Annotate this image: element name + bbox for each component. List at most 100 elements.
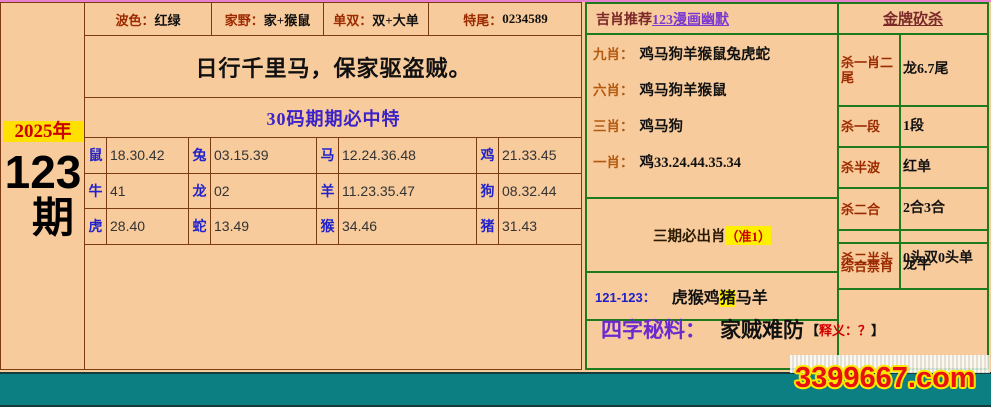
zodiac-name: 狗 — [477, 173, 499, 208]
right-recommendation-panel: 吉肖推荐 123漫画幽默 金牌砍杀 九肖： 鸡马狗羊猴鼠兔虎蛇 六肖： 鸡马狗羊… — [585, 2, 989, 370]
zodiac-cell-hou: 猴 34.46 — [317, 209, 477, 244]
kill-value: 红单 — [903, 159, 931, 175]
header-gold-cell: 金牌砍杀 — [839, 4, 987, 33]
table-row: 杀一肖二尾 龙6.7尾 — [839, 35, 987, 107]
list-item: 一肖： 鸡33.24.44.35.34 — [593, 151, 837, 172]
right-panel-header: 吉肖推荐 123漫画幽默 金牌砍杀 — [587, 4, 987, 35]
zodiac-cell-hu: 虎 28.40 — [85, 209, 189, 244]
zodiac-name: 猪 — [477, 209, 499, 244]
zodiac-name: 猴 — [317, 209, 339, 244]
table-row: 杀二合 2合3合 — [839, 189, 987, 231]
gold-kill-column: 杀一肖二尾 龙6.7尾 杀一段 1段 杀半波 红单 杀二合 2合3合 杀二半头 … — [839, 35, 987, 290]
kill-label: 杀一肖二尾 — [839, 35, 901, 105]
zodiac-numbers: 02 — [214, 182, 230, 199]
zodiac-cell-niu: 牛 41 — [85, 173, 189, 208]
zodiac-numbers: 13.49 — [214, 218, 250, 235]
zodiac-name: 鼠 — [85, 138, 107, 173]
info-label: 家野： — [224, 12, 264, 28]
range-value-highlight: 猪 — [719, 290, 736, 307]
info-label: 单双： — [333, 12, 373, 28]
info-row: 波色： 红绿 家野： 家+猴鼠 单双： 双+大单 特尾： 0234589 — [85, 3, 582, 36]
zodiac-numbers: 21.33.45 — [502, 147, 557, 164]
kill-value: 2合3合 — [903, 201, 945, 216]
kill-value: 0头双0头单 — [903, 250, 973, 266]
zodiac-cell-gou: 狗 08.32.44 — [477, 173, 581, 208]
combined-forbidden-row: 综合禁肖 龙牛 — [839, 242, 987, 290]
zodiac-cell-yang: 羊 11.23.35.47 — [317, 173, 477, 208]
zodiac-name: 虎 — [85, 209, 107, 244]
zodiac-name: 羊 — [317, 173, 339, 208]
year-badge: 2025年 — [3, 121, 83, 142]
note-bracket-open: 【 — [806, 322, 820, 338]
xiao-value: 鸡马狗羊猴鼠 — [639, 83, 727, 99]
xiao-label: 九肖： — [593, 47, 634, 62]
period-number: 123 — [4, 146, 82, 198]
sub-slogan: 30码期期必中特 — [85, 98, 582, 138]
info-cell-danshuang: 单双： 双+大单 — [324, 3, 429, 35]
must-appear-accuracy-badge: （准1） — [725, 225, 771, 245]
combined-forbidden-value: 龙牛 — [903, 258, 931, 273]
header-title: 吉肖推荐 — [596, 12, 652, 28]
kill-label: 杀一段 — [839, 107, 901, 146]
list-item: 三肖： 鸡马狗 — [593, 115, 837, 136]
header-comic-link[interactable]: 123漫画幽默 — [652, 12, 729, 28]
four-secret-value: 家贼难防 — [720, 318, 804, 342]
must-appear-label: 三期必出肖 — [652, 228, 726, 245]
zodiac-numbers: 28.40 — [110, 218, 146, 235]
list-item: 六肖： 鸡马狗羊猴鼠 — [593, 79, 837, 100]
zodiac-name: 龙 — [189, 173, 211, 208]
four-character-secret-block: 四字秘料： 家贼难防 【释义：？】 — [587, 290, 987, 368]
watermark-backdrop — [790, 355, 990, 373]
site-watermark: 3399667.com — [795, 362, 976, 394]
zodiac-numbers: 41 — [110, 182, 126, 199]
zodiac-numbers: 08.32.44 — [502, 182, 557, 199]
zodiac-numbers: 12.24.36.48 — [342, 147, 416, 164]
info-value: 0234589 — [502, 11, 548, 26]
xiao-recommendation-block: 九肖： 鸡马狗羊猴鼠兔虎蛇 六肖： 鸡马狗羊猴鼠 三肖： 鸡马狗 一肖： 鸡33… — [587, 35, 837, 199]
zodiac-numbers: 34.46 — [342, 218, 378, 235]
xiao-value: 鸡马狗羊猴鼠兔虎蛇 — [639, 47, 771, 63]
zodiac-name: 鸡 — [477, 138, 499, 173]
bottom-teal-bar — [0, 372, 991, 407]
zodiac-cell-tu: 兔 03.15.39 — [189, 138, 317, 173]
table-row: 虎 28.40 蛇 13.49 猴 34.46 猪 31.43 — [85, 209, 582, 245]
header-recommend-cell: 吉肖推荐 123漫画幽默 — [587, 4, 839, 33]
info-cell-bose: 波色： 红绿 — [85, 3, 212, 35]
four-secret-note[interactable]: 【释义：？】 — [806, 320, 884, 339]
kill-value: 1段 — [903, 118, 924, 134]
top-hairline — [0, 0, 991, 2]
range-value-post: 马羊 — [735, 290, 768, 307]
range-value-pre: 虎猴鸡 — [671, 290, 720, 307]
table-row: 杀一段 1段 — [839, 107, 987, 148]
zodiac-name: 蛇 — [189, 209, 211, 244]
zodiac-cell-she: 蛇 13.49 — [189, 209, 317, 244]
period-range-block: 121-123： 虎猴鸡猪马羊 — [587, 273, 837, 321]
info-label: 波色： — [115, 12, 155, 28]
table-row: 鼠 18.30.42 兔 03.15.39 马 12.24.36.48 鸡 21… — [85, 138, 582, 174]
info-value: 家+猴鼠 — [263, 12, 311, 28]
zodiac-cell-ma: 马 12.24.36.48 — [317, 138, 477, 173]
header-gold-title[interactable]: 金牌砍杀 — [882, 12, 943, 28]
zodiac-name: 兔 — [189, 138, 211, 173]
zodiac-numbers: 18.30.42 — [110, 147, 165, 164]
xiao-label: 六肖： — [593, 83, 634, 98]
period-column: 2025年 123 期 — [1, 3, 85, 369]
zodiac-name: 马 — [317, 138, 339, 173]
zodiac-cell-long: 龙 02 — [189, 173, 317, 208]
main-slogan: 日行千里马，保家驱盗贼。 — [85, 36, 582, 98]
four-secret-label: 四字秘料： — [601, 318, 706, 342]
combined-forbidden-label: 综合禁肖 — [839, 244, 901, 288]
right-panel-left-column: 九肖： 鸡马狗羊猴鼠兔虎蛇 六肖： 鸡马狗羊猴鼠 三肖： 鸡马狗 一肖： 鸡33… — [587, 35, 839, 368]
xiao-label: 一肖： — [593, 155, 634, 170]
zodiac-numbers: 31.43 — [502, 218, 538, 235]
zodiac-cell-ji: 鸡 21.33.45 — [477, 138, 581, 173]
must-appear-block: 三期必出肖 （准1） — [587, 199, 837, 273]
info-label: 特尾： — [463, 12, 503, 28]
table-row: 牛 41 龙 02 羊 11.23.35.47 狗 08.32.44 — [85, 173, 582, 209]
xiao-value: 鸡马狗 — [639, 119, 684, 135]
kill-value: 龙6.7尾 — [903, 62, 949, 77]
zodiac-table: 鼠 18.30.42 兔 03.15.39 马 12.24.36.48 鸡 21… — [85, 138, 582, 245]
info-cell-jiaye: 家野： 家+猴鼠 — [212, 3, 324, 35]
kill-label: 杀半波 — [839, 148, 901, 187]
